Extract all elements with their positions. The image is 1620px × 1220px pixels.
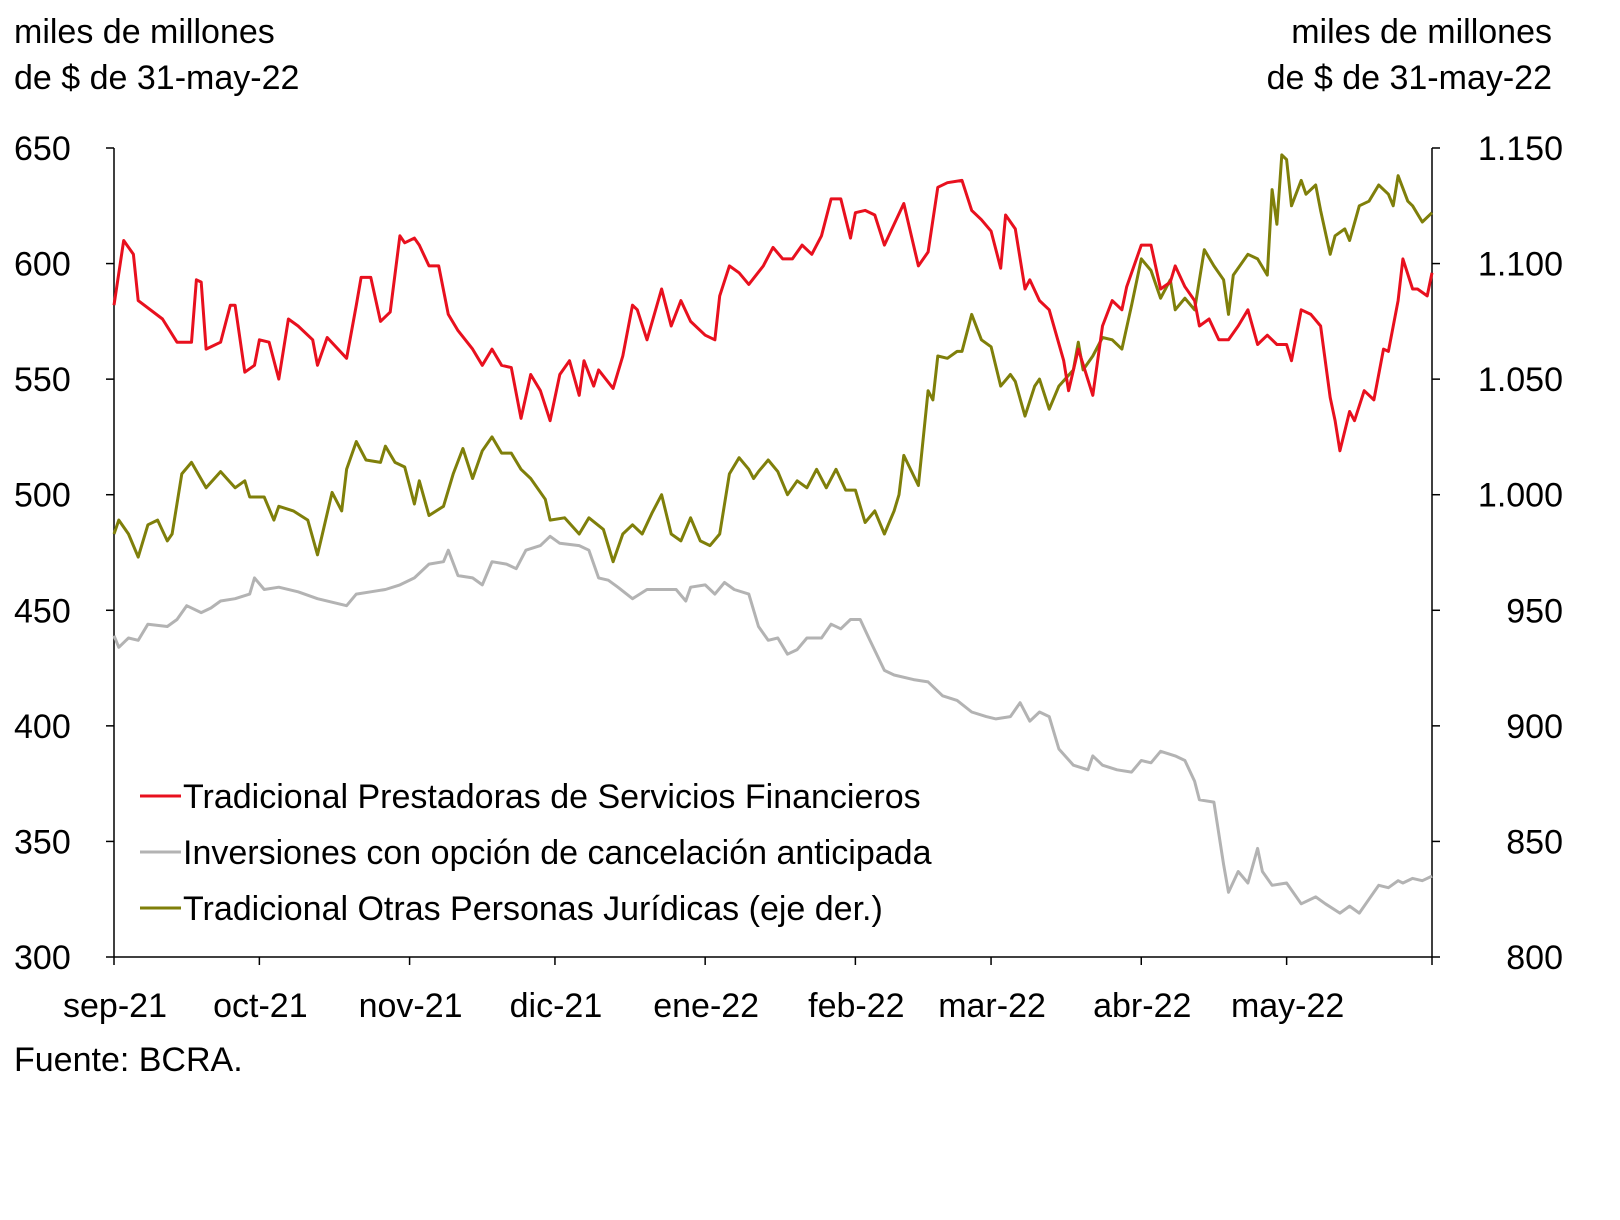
- right-tick-label: 850: [1506, 823, 1563, 861]
- source-note: Fuente: BCRA.: [14, 1041, 243, 1079]
- axes: 650 600 550 500 450 400 350 300 1.150 1.100 1.050 1…: [14, 130, 1563, 1025]
- right-tick-label: 900: [1506, 708, 1563, 746]
- right-tick-label: 950: [1506, 592, 1563, 630]
- left-tick-label: 650: [14, 130, 71, 168]
- right-axis-label-line-1: miles de millones: [1291, 13, 1552, 51]
- x-tick-label: nov-21: [359, 987, 463, 1025]
- legend: Tradicional Prestadoras de Servicios Fin…: [140, 778, 932, 928]
- left-tick-label: 550: [14, 361, 71, 399]
- right-tick-label: 800: [1506, 939, 1563, 977]
- series-line-2: [112, 534, 1433, 915]
- x-tick-label: oct-21: [213, 987, 308, 1025]
- left-tick-label: 350: [14, 823, 71, 861]
- right-axis-label-line-2: de $ de 31-may-22: [1267, 59, 1552, 97]
- right-tick-label: 1.100: [1478, 246, 1563, 284]
- x-tick-label: ene-22: [653, 987, 759, 1025]
- x-tick-label: dic-21: [510, 987, 603, 1025]
- right-tick-label: 1.000: [1478, 477, 1563, 515]
- legend-label-2: Inversiones con opción de cancelación an…: [183, 834, 932, 872]
- x-tick-label: abr-22: [1093, 987, 1191, 1025]
- right-tick-label: 1.150: [1478, 130, 1563, 168]
- series-line-1: [112, 178, 1434, 453]
- legend-label-3: Tradicional Otras Personas Jurídicas (ej…: [183, 890, 883, 928]
- left-tick-label: 400: [14, 708, 71, 746]
- left-axis-label-line-2: de $ de 31-may-22: [14, 59, 299, 97]
- left-tick-label: 500: [14, 477, 71, 515]
- legend-label-1: Tradicional Prestadoras de Servicios Fin…: [183, 778, 921, 816]
- right-tick-label: 1.050: [1478, 361, 1563, 399]
- x-tick-label: may-22: [1231, 987, 1344, 1025]
- x-tick-label: sep-21: [63, 987, 167, 1025]
- left-tick-label: 600: [14, 246, 71, 284]
- series-lines: [112, 153, 1434, 915]
- x-tick-label: mar-22: [938, 987, 1046, 1025]
- left-tick-label: 300: [14, 939, 71, 977]
- left-tick-label: 450: [14, 592, 71, 630]
- x-tick-label: feb-22: [808, 987, 904, 1025]
- series-line-3: [112, 153, 1434, 564]
- left-axis-label-line-1: miles de millones: [14, 13, 275, 51]
